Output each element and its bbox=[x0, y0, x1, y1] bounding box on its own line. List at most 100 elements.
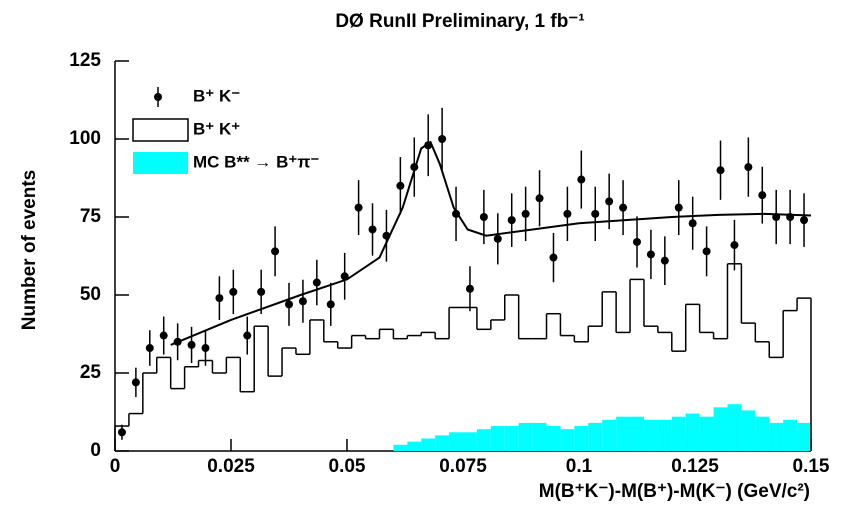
mc-bin bbox=[588, 422, 603, 451]
data-point bbox=[521, 209, 530, 218]
data-point bbox=[800, 216, 809, 225]
data-point bbox=[145, 344, 154, 353]
fit-curve bbox=[170, 140, 812, 346]
data-point bbox=[633, 237, 641, 246]
data-point bbox=[257, 287, 266, 296]
data-point bbox=[312, 278, 321, 287]
mc-bin bbox=[449, 432, 463, 451]
data-point bbox=[340, 272, 349, 281]
x-tick-label: 0.125 bbox=[671, 456, 719, 477]
mc-bin bbox=[741, 410, 756, 451]
data-point bbox=[660, 256, 669, 265]
data-point bbox=[326, 300, 335, 309]
data-point bbox=[563, 209, 572, 218]
mc-bin bbox=[630, 416, 644, 451]
data-point bbox=[159, 331, 168, 340]
data-point bbox=[452, 209, 461, 218]
mc-bin bbox=[407, 441, 422, 451]
x-tick-label: 0.025 bbox=[207, 456, 255, 477]
y-tick-label: 50 bbox=[80, 284, 101, 305]
mc-bin bbox=[616, 416, 631, 451]
legend-symbol bbox=[154, 93, 162, 101]
mc-bin bbox=[699, 416, 714, 451]
x-tick-label: 0.1 bbox=[566, 456, 593, 477]
data-point bbox=[605, 197, 614, 206]
mc-bin bbox=[435, 435, 450, 451]
x-axis-label: M(B⁺K⁻)-M(B⁺)-M(K⁻) (GeV/c²) bbox=[539, 481, 810, 502]
legend-symbol bbox=[133, 152, 188, 174]
legend-symbol bbox=[132, 118, 189, 142]
mc-bin bbox=[783, 419, 798, 451]
data-point bbox=[187, 340, 196, 349]
data-point bbox=[201, 344, 210, 353]
data-point bbox=[438, 135, 447, 143]
mc-bin bbox=[643, 419, 658, 451]
mc-bin bbox=[532, 422, 547, 451]
legend-label: B⁺ K⁻ bbox=[193, 86, 240, 105]
data-point bbox=[493, 234, 502, 243]
data-point bbox=[619, 203, 628, 212]
legend-label: MC B** → B⁺π⁻ bbox=[193, 152, 319, 171]
mc-bin bbox=[463, 432, 477, 451]
data-point bbox=[298, 297, 307, 306]
data-point bbox=[382, 231, 391, 240]
data-point bbox=[424, 141, 433, 150]
mc-bin bbox=[518, 422, 533, 451]
mc-bin bbox=[797, 422, 811, 451]
data-point bbox=[786, 213, 795, 221]
data-point bbox=[591, 209, 600, 218]
y-tick-label: 0 bbox=[90, 440, 101, 461]
mc-bin bbox=[657, 419, 672, 451]
mc-bin bbox=[504, 426, 519, 451]
data-point bbox=[173, 337, 182, 346]
data-point bbox=[131, 378, 140, 387]
mc-bin bbox=[755, 416, 770, 451]
data-point bbox=[549, 253, 558, 262]
data-point bbox=[410, 163, 419, 172]
mc-bin bbox=[602, 419, 617, 451]
data-point bbox=[772, 213, 781, 221]
data-point bbox=[368, 225, 377, 234]
data-point bbox=[730, 241, 739, 250]
mc-bin bbox=[727, 404, 742, 451]
mc-bin bbox=[421, 438, 436, 451]
mc-bin bbox=[490, 426, 505, 451]
data-point bbox=[117, 428, 126, 437]
legend-label: B⁺ K⁺ bbox=[193, 119, 240, 138]
mc-bin bbox=[671, 416, 686, 451]
data-point bbox=[507, 216, 516, 225]
data-point bbox=[702, 247, 711, 256]
y-tick-label: 125 bbox=[69, 50, 101, 71]
data-point bbox=[535, 194, 544, 203]
y-axis-label: Number of events bbox=[19, 170, 40, 330]
mc-bin bbox=[476, 429, 491, 451]
data-point bbox=[396, 181, 405, 190]
x-tick-label: 0.05 bbox=[329, 456, 366, 477]
y-tick-label: 75 bbox=[80, 206, 102, 227]
data-point bbox=[744, 163, 753, 172]
chart-title: DØ RunII Preliminary, 1 fb⁻¹ bbox=[335, 11, 584, 32]
mc-bin bbox=[713, 407, 728, 451]
data-point bbox=[758, 191, 767, 200]
x-tick-label: 0 bbox=[110, 456, 121, 477]
data-point bbox=[674, 203, 683, 212]
y-tick-label: 100 bbox=[69, 128, 101, 149]
data-point bbox=[271, 247, 280, 256]
mc-bin bbox=[685, 413, 700, 451]
data-point bbox=[688, 219, 697, 228]
data-point bbox=[716, 166, 725, 175]
data-point bbox=[285, 300, 293, 309]
data-point bbox=[354, 203, 363, 212]
data-point bbox=[577, 175, 586, 184]
data-point bbox=[479, 213, 488, 221]
data-point bbox=[646, 250, 655, 259]
data-point bbox=[215, 294, 224, 303]
mc-bin bbox=[560, 429, 575, 451]
x-tick-label: 0.15 bbox=[793, 456, 830, 477]
data-point bbox=[243, 331, 252, 340]
y-tick-label: 25 bbox=[80, 362, 102, 383]
data-point bbox=[229, 287, 238, 296]
mc-bin bbox=[393, 444, 408, 451]
x-tick-label: 0.075 bbox=[439, 456, 487, 477]
